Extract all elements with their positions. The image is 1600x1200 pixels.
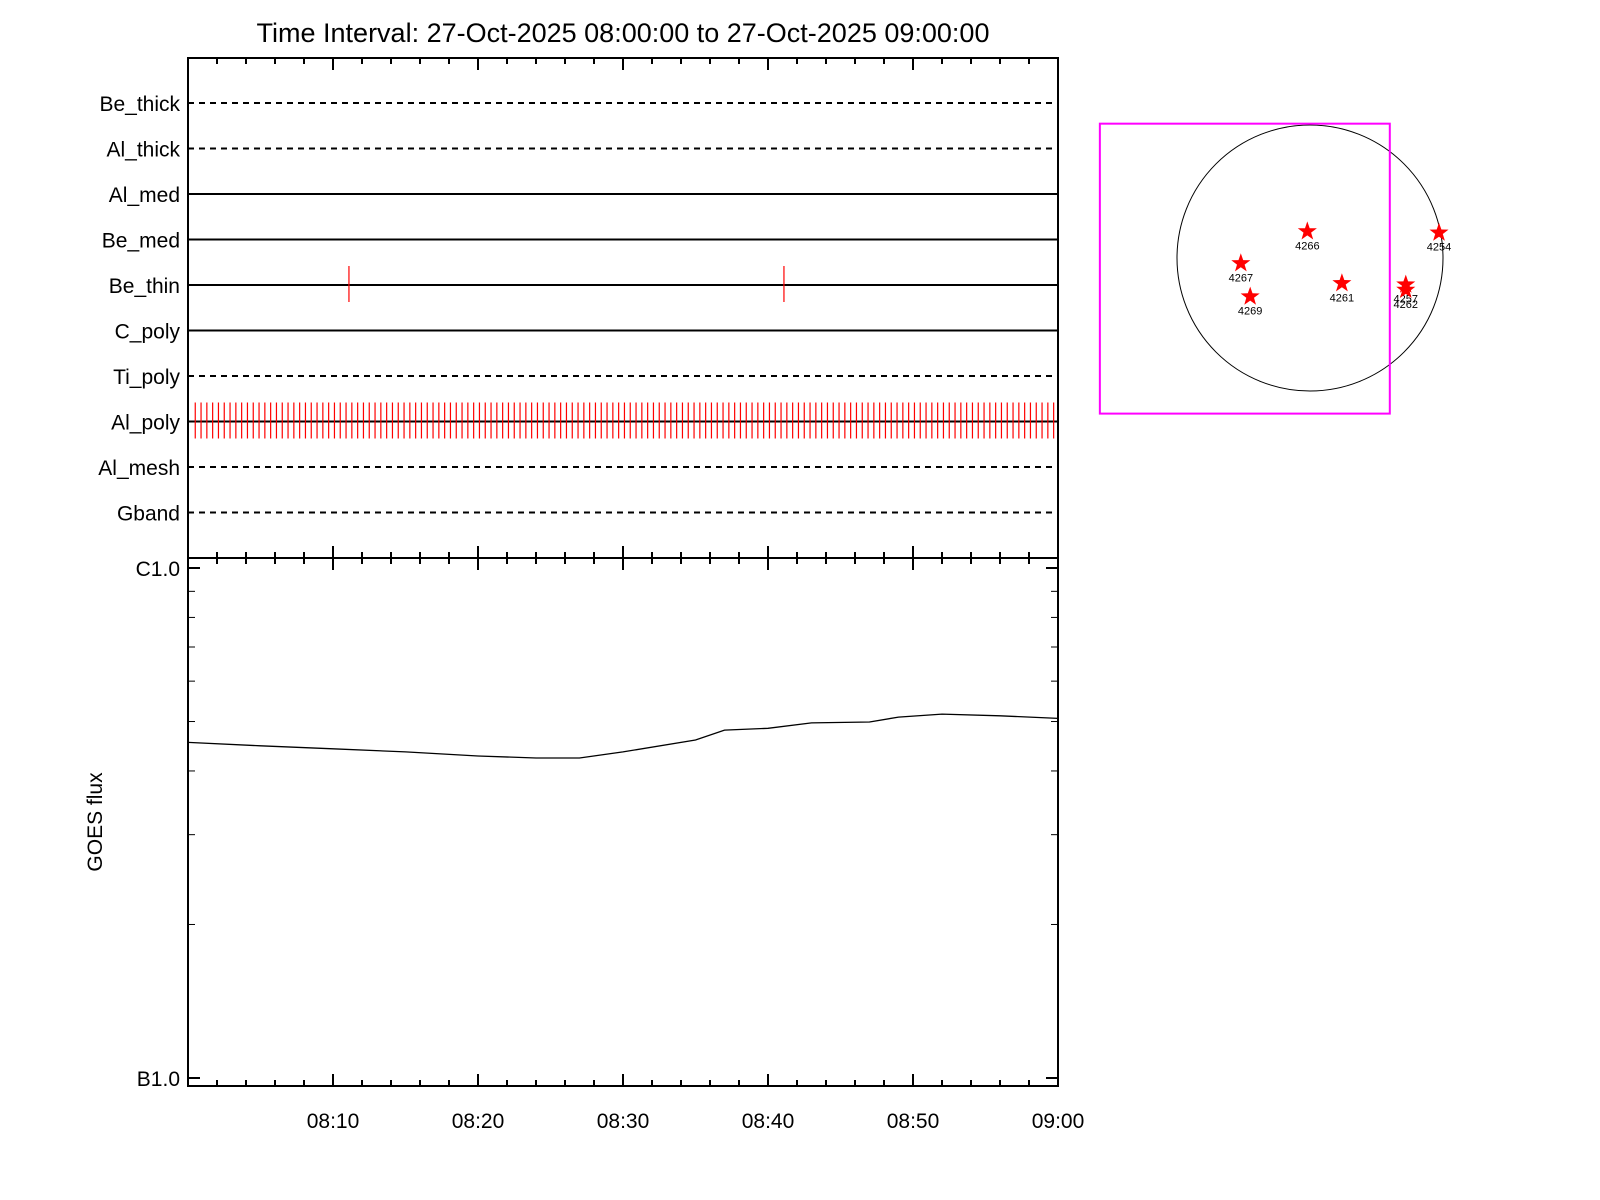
filter-label: Al_med xyxy=(109,184,180,207)
active-region-label: 4269 xyxy=(1238,306,1262,318)
x-tick-label: 08:10 xyxy=(307,1110,360,1133)
active-region xyxy=(1429,222,1449,241)
filter-label: Be_thick xyxy=(99,93,180,116)
active-region-label: 4266 xyxy=(1295,240,1319,252)
goes-line xyxy=(187,713,1059,759)
filter-label: Al_thick xyxy=(106,139,180,162)
field-of-view xyxy=(1098,122,1391,415)
active-region-label: 4261 xyxy=(1330,292,1354,304)
filter-label: C_poly xyxy=(115,321,181,344)
timeline-frame xyxy=(187,57,1059,559)
y-tick-label: C1.0 xyxy=(136,558,180,581)
filter-label: Be_med xyxy=(102,230,180,253)
active-region xyxy=(1396,279,1416,298)
y-tick-label: B1.0 xyxy=(137,1068,180,1091)
filter-label: Gband xyxy=(117,503,180,526)
x-tick-label: 08:20 xyxy=(452,1110,505,1133)
x-tick-label: 08:40 xyxy=(742,1110,795,1133)
active-region-label: 4267 xyxy=(1229,272,1253,284)
filter-label: Al_poly xyxy=(111,412,180,435)
x-tick-label: 08:50 xyxy=(887,1110,940,1133)
filter-label: Al_mesh xyxy=(98,457,180,480)
goes-frame xyxy=(187,557,1059,1087)
active-region xyxy=(1297,221,1317,240)
x-tick-label: 09:00 xyxy=(1032,1110,1085,1133)
filter-label: Ti_poly xyxy=(113,366,180,389)
chart-title: Time Interval: 27-Oct-2025 08:00:00 to 2… xyxy=(257,18,990,48)
active-region-label: 4254 xyxy=(1427,242,1451,254)
solar-disk xyxy=(1176,124,1444,392)
active-region-label: 4262 xyxy=(1394,299,1418,311)
filter-label: Be_thin xyxy=(109,275,180,298)
y-axis-label: GOES flux xyxy=(84,772,107,872)
active-region xyxy=(1231,253,1251,272)
active-region xyxy=(1240,286,1260,305)
active-region xyxy=(1332,273,1352,292)
x-tick-label: 08:30 xyxy=(597,1110,650,1133)
active-region-label: 4257 xyxy=(1394,294,1418,306)
